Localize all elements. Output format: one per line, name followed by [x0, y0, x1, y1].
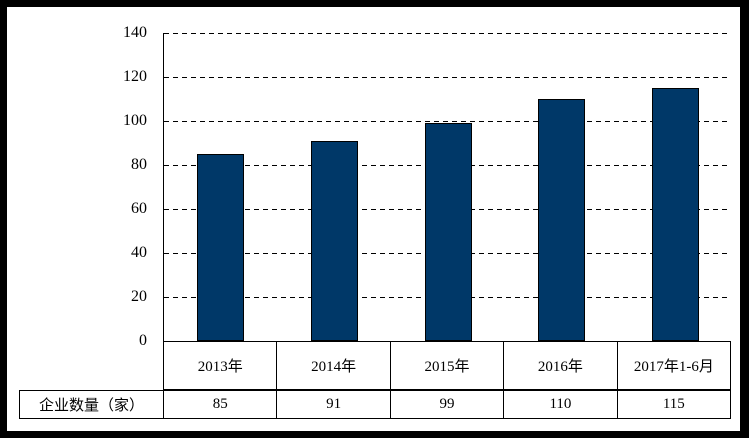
y-axis-tick-label-20: 20: [131, 288, 147, 305]
bar-2016年: [538, 99, 586, 341]
value-cell-2: 99: [389, 391, 503, 418]
y-axis-tick-label-80: 80: [131, 156, 147, 173]
value-cell-0: 85: [163, 391, 276, 418]
category-row: 2013年 2014年 2015年 2016年 2017年1-6月: [163, 341, 731, 390]
bar-2015年: [424, 123, 472, 341]
value-cell-1: 91: [276, 391, 389, 418]
value-cells: 85 91 99 110 115: [163, 391, 730, 418]
bar-2014年: [310, 140, 358, 341]
value-row: 企业数量（家） 85 91 99 110 115: [19, 390, 731, 419]
y-axis-tick-label-100: 100: [123, 112, 147, 129]
value-cell-4: 115: [616, 391, 730, 418]
category-cell-0: 2013年: [197, 359, 243, 375]
chart-canvas: [7, 7, 740, 431]
gridline-y-120: [164, 76, 731, 78]
plot-area: [163, 32, 731, 341]
category-cell-4: 2017年1-6月: [616, 342, 730, 389]
series-legend-label: 企业数量（家）: [38, 398, 144, 414]
bar-2013年: [197, 154, 245, 341]
category-cell-1: 2014年: [276, 342, 389, 389]
gridline-y-140: [164, 32, 731, 34]
category-cell-3: 2016年: [503, 342, 616, 389]
y-axis-tick-label-60: 60: [131, 200, 147, 217]
y-axis-tick-label-40: 40: [131, 244, 147, 261]
y-axis-tick-label-120: 120: [123, 68, 147, 85]
value-cell-3: 110: [503, 391, 616, 418]
bar-2017年1-6月: [651, 88, 699, 341]
category-cell-2: 2015年: [389, 342, 503, 389]
y-axis-tick-label-140: 140: [123, 24, 147, 41]
gridline-y-100: [164, 120, 731, 122]
y-axis-tick-label-0: 0: [139, 332, 147, 349]
